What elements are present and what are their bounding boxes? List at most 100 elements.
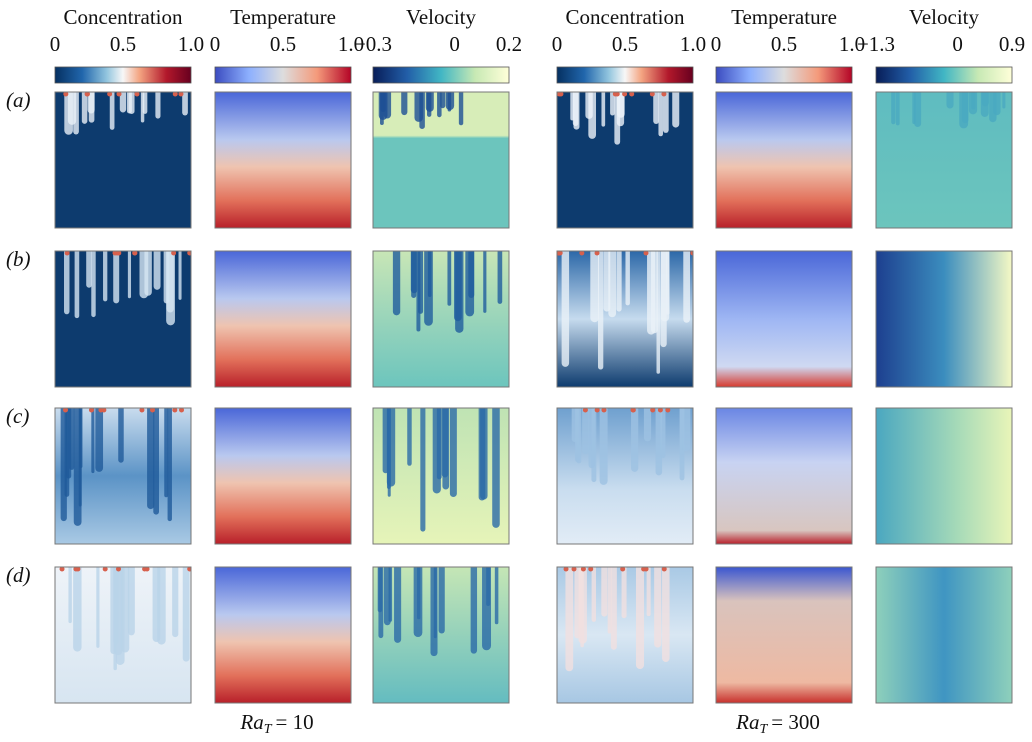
panel-frame xyxy=(372,407,510,545)
label-rest: = 10 xyxy=(276,710,314,734)
plume xyxy=(119,92,127,113)
field-panel xyxy=(557,251,693,387)
plume xyxy=(465,251,475,317)
plume-tip xyxy=(649,92,655,97)
label-var: Ra xyxy=(735,710,759,734)
colorbar-tick-label: 0 xyxy=(711,32,722,56)
plume xyxy=(96,567,100,648)
plume xyxy=(662,92,669,133)
field-background xyxy=(876,567,1012,703)
plume xyxy=(74,251,80,319)
group-label: RaT = 300 xyxy=(735,710,820,737)
colorbar-title: Concentration xyxy=(566,5,685,29)
plume xyxy=(565,567,574,672)
plume-tip xyxy=(172,408,178,413)
panel-frame xyxy=(715,566,853,704)
plume xyxy=(427,251,432,298)
row-label: (b) xyxy=(6,247,31,271)
plume-tip xyxy=(579,251,585,256)
plume xyxy=(658,92,663,137)
plume xyxy=(482,567,492,651)
plume xyxy=(73,92,79,135)
plume xyxy=(438,567,445,634)
plume xyxy=(607,567,612,634)
field-panel xyxy=(557,567,693,703)
plume xyxy=(561,251,570,367)
colorbar xyxy=(556,66,694,84)
plume xyxy=(895,92,900,126)
plume xyxy=(109,92,115,130)
panel-frame xyxy=(214,91,352,229)
plume xyxy=(166,251,174,313)
plume xyxy=(81,92,88,124)
plume xyxy=(478,408,486,501)
plume xyxy=(64,92,73,135)
colorbar xyxy=(875,66,1013,84)
colorbar-tick-label: 0.5 xyxy=(270,32,296,56)
panel-frame xyxy=(214,566,352,704)
plume xyxy=(164,408,169,498)
field-background xyxy=(215,251,351,387)
label-rest: = 300 xyxy=(771,710,820,734)
plume xyxy=(380,92,384,126)
panel-frame xyxy=(556,407,694,545)
plume xyxy=(441,408,449,478)
plume xyxy=(410,251,418,294)
plume xyxy=(127,251,132,299)
plume-tip xyxy=(661,92,667,97)
field-panel xyxy=(215,251,351,387)
plume-tip xyxy=(571,567,577,572)
plume-tip xyxy=(594,408,600,413)
plume xyxy=(394,567,402,643)
plume-tip xyxy=(62,408,68,413)
field-panel xyxy=(373,408,509,544)
colorbar-title: Velocity xyxy=(406,5,476,29)
plume xyxy=(458,92,464,126)
plume xyxy=(64,251,70,315)
plume-tip xyxy=(116,92,122,97)
plume xyxy=(155,92,161,119)
colorbar-tick-label: 0.5 xyxy=(612,32,638,56)
field-panel xyxy=(373,567,509,703)
plume-tip xyxy=(144,567,150,572)
plume-tip xyxy=(172,92,178,97)
field-panel xyxy=(55,567,191,703)
plume-tip xyxy=(665,408,671,413)
row-label: (d) xyxy=(6,563,31,587)
plume-tip xyxy=(563,567,569,572)
plume xyxy=(597,251,604,370)
colorbar-tick-label: 0 xyxy=(952,32,963,56)
plume xyxy=(127,567,135,636)
plume xyxy=(447,251,452,306)
plume xyxy=(87,92,95,114)
plume-tip xyxy=(588,567,594,572)
plume xyxy=(152,567,161,643)
plume xyxy=(492,408,500,528)
plume xyxy=(377,567,383,613)
plume xyxy=(91,408,95,474)
plume xyxy=(78,408,82,507)
plume xyxy=(440,92,446,109)
plume xyxy=(430,567,438,657)
colorbar-tick-label: 1.0 xyxy=(839,32,865,56)
plume-tip xyxy=(557,251,563,256)
plume xyxy=(601,92,606,127)
plume xyxy=(971,92,976,110)
plume xyxy=(573,92,580,130)
plume xyxy=(1002,92,1006,109)
panel-frame xyxy=(54,566,192,704)
plume-tip xyxy=(620,567,626,572)
field-background xyxy=(716,251,852,387)
colorbar-tick-label: 1.0 xyxy=(680,32,706,56)
plume xyxy=(392,251,401,316)
plume xyxy=(599,408,608,485)
plume xyxy=(616,92,625,127)
plume xyxy=(635,567,645,670)
plume xyxy=(387,408,391,497)
plume xyxy=(610,92,615,116)
plume xyxy=(153,408,159,515)
plume xyxy=(681,408,691,451)
plume xyxy=(470,567,478,654)
plume-tip xyxy=(178,92,184,97)
